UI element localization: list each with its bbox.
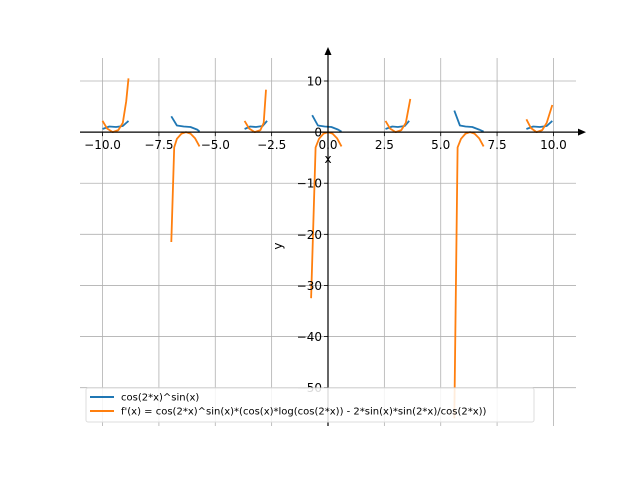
series-2-segment [243, 89, 267, 134]
axes [80, 47, 586, 426]
x-tick-label: 2.5 [375, 138, 394, 152]
legend-label-series-2: f'(x) = cos(2*x)^sin(x)*(cos(x)*log(cos(… [121, 407, 487, 418]
x-axis-arrow [578, 128, 586, 136]
series-2-segment [101, 78, 130, 134]
series-1-segment [453, 110, 484, 133]
series-2-segment [525, 104, 554, 134]
legend: cos(2*x)^sin(x) f'(x) = cos(2*x)^sin(x)*… [85, 387, 535, 423]
x-tick-label: −10.0 [84, 138, 121, 152]
x-tick-label: −5.0 [201, 138, 230, 152]
series-2-segment [453, 131, 485, 419]
x-axis-label: x [324, 152, 331, 166]
x-tick-label: 5.0 [431, 138, 450, 152]
ticks: −10.0 −7.5 −5.0 −2.5 0.0 2.5 5.0 7.5 10.0 10 0 −10 −… [84, 75, 567, 396]
y-axis-label: y [271, 242, 285, 249]
series-2-segment [310, 131, 343, 299]
x-tick-label: −7.5 [144, 138, 173, 152]
y-tick-label: −30 [297, 279, 322, 293]
x-tick-label: 0.0 [318, 138, 337, 152]
legend-box [85, 387, 535, 423]
series-1-segment [170, 115, 201, 133]
series-2-segment [170, 131, 201, 243]
y-tick-label: −40 [297, 330, 322, 344]
x-tick-label: −2.5 [257, 138, 286, 152]
x-tick-label: 10.0 [540, 138, 567, 152]
series-lines [101, 78, 554, 419]
y-tick-label: −20 [297, 228, 322, 242]
y-tick-label: 0 [314, 126, 322, 140]
y-tick-label: −10 [297, 177, 322, 191]
legend-label-series-1: cos(2*x)^sin(x) [121, 393, 199, 404]
y-axis-arrow [324, 47, 332, 55]
series-2-segment [384, 98, 412, 134]
x-tick-label: 7.5 [488, 138, 507, 152]
y-tick-label: 10 [307, 75, 322, 89]
